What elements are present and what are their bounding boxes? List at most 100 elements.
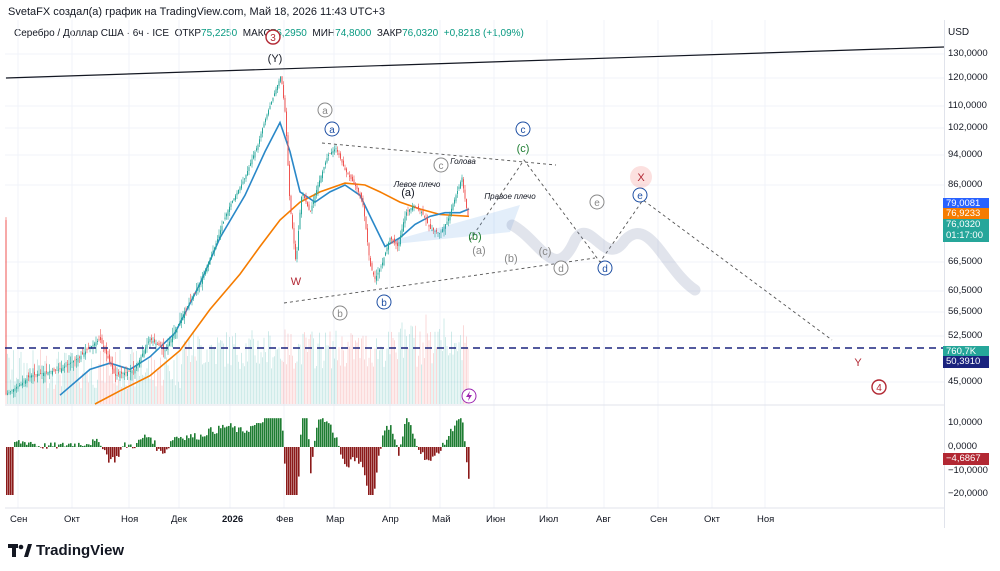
osc-bar [6, 447, 8, 495]
volume-bar [241, 352, 242, 404]
candle-body [457, 191, 458, 194]
candle-body [332, 150, 334, 154]
candle-body [421, 212, 422, 214]
volume-bar [173, 360, 175, 404]
wave-label: (a) [401, 187, 414, 199]
volume-bar [266, 362, 268, 404]
candle-body [26, 378, 28, 384]
osc-bar [284, 447, 286, 464]
candle-body [124, 372, 125, 376]
osc-bar [176, 436, 178, 447]
volume-bar [274, 356, 275, 404]
candle-body [275, 89, 277, 95]
currency-label[interactable]: USD [948, 27, 970, 38]
volume-bar [176, 354, 178, 404]
volume-bar [368, 357, 370, 404]
osc-bar [138, 439, 140, 447]
volume-bar [395, 352, 397, 404]
candle-body [130, 370, 131, 372]
osc-bar [442, 442, 444, 447]
volume-bar [196, 360, 197, 404]
candle-body [194, 292, 196, 294]
candle-body [22, 382, 23, 386]
volume-bar [190, 361, 191, 404]
osc-bar [22, 441, 24, 447]
volume-bar [166, 357, 167, 404]
symbol-name[interactable]: Серебро / Доллар США · 6ч · ICE [14, 28, 170, 39]
price-tick: 56,5000 [948, 306, 983, 317]
tradingview-logo[interactable]: TradingView [8, 542, 124, 559]
volume-bar [71, 355, 73, 404]
volume-bar [458, 342, 460, 404]
osc-bar [112, 447, 114, 458]
volume-bar [109, 375, 110, 404]
osc-bar [288, 447, 290, 495]
osc-bar [400, 444, 402, 447]
volume-bar [43, 378, 44, 404]
osc-bar [202, 436, 204, 447]
volume-bar [371, 362, 373, 404]
candle-body [170, 338, 172, 343]
volume-bar [383, 366, 385, 404]
osc-bar [236, 432, 238, 447]
osc-bar [404, 423, 406, 447]
candle-body [334, 149, 335, 152]
osc-bar [416, 446, 418, 447]
volume-bar [344, 366, 346, 404]
candle-body [61, 368, 62, 373]
osc-bar [44, 443, 46, 447]
candle-body [284, 98, 286, 112]
volume-bar [235, 332, 236, 404]
candle-body [310, 210, 311, 212]
candle-body [179, 321, 181, 326]
volume-bar [463, 325, 464, 404]
volume-bar [214, 347, 215, 404]
osc-bar [408, 422, 410, 447]
volume-bar [364, 359, 365, 404]
volume-bar [310, 334, 311, 404]
volume-bar [226, 332, 227, 404]
candle-body [449, 213, 451, 221]
candle-body [424, 216, 425, 218]
price-tick: 94,0000 [948, 149, 983, 160]
volume-bar [271, 368, 272, 404]
osc-bar [350, 447, 352, 460]
volume-bar [40, 349, 41, 404]
candle-body [140, 356, 142, 364]
volume-bar [353, 359, 355, 404]
osc-bar [286, 447, 288, 495]
osc-bar [258, 423, 260, 447]
candle-body [43, 372, 44, 377]
candle-body [13, 389, 14, 392]
volume-bar [347, 341, 349, 404]
candle-body [346, 168, 347, 173]
candle-body [62, 367, 64, 371]
candle-body [392, 239, 394, 241]
price-axis-line[interactable] [944, 20, 945, 528]
osc-bar [34, 443, 36, 447]
osc-bar [374, 447, 376, 489]
volume-bar [260, 352, 262, 404]
candle-body [233, 198, 235, 201]
time-tick: Мар [326, 514, 345, 525]
volume-bar [178, 381, 179, 404]
osc-bar [238, 427, 240, 447]
candle-body [442, 229, 443, 233]
osc-bar [120, 447, 122, 450]
volume-bar [8, 357, 10, 404]
volume-bar [290, 334, 292, 404]
candle-body [227, 210, 229, 216]
volume-bar [350, 333, 352, 404]
osc-bar [330, 424, 332, 447]
volume-bar [259, 363, 260, 404]
candle-body [418, 206, 419, 210]
osc-bar [32, 443, 34, 447]
candle-body [371, 263, 373, 271]
volume-bar [215, 364, 217, 404]
volume-bar [431, 363, 433, 404]
volume-bar [296, 361, 298, 404]
osc-bar [84, 445, 86, 447]
wave-label: d [558, 264, 564, 275]
